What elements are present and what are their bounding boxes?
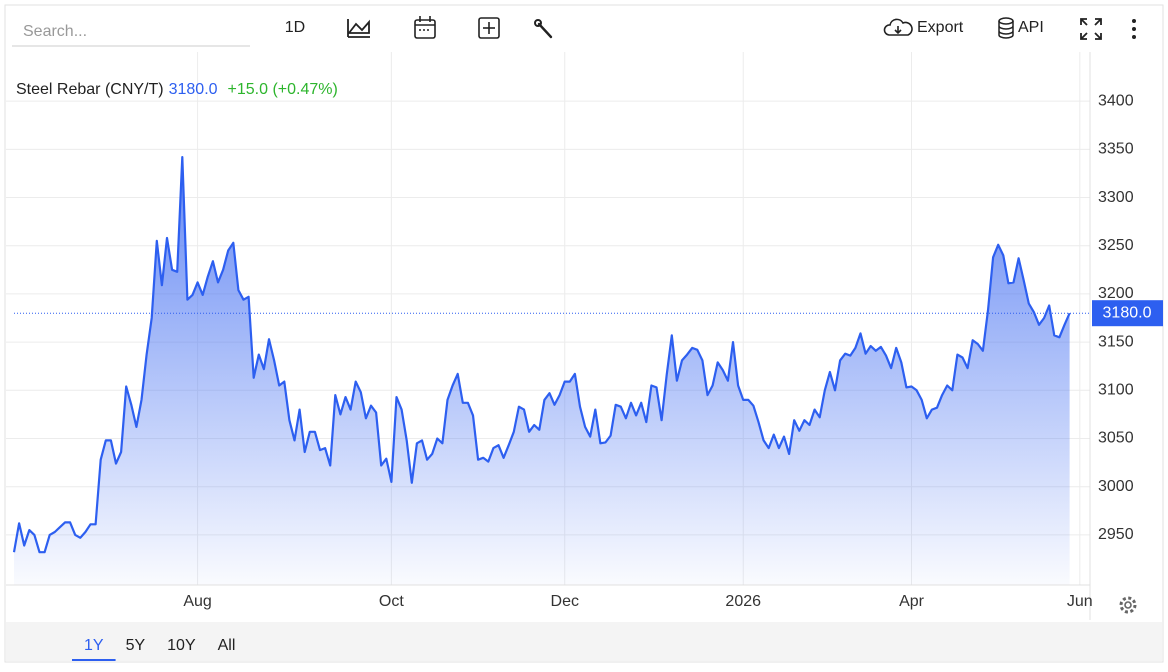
last-price-tag [1092,300,1163,327]
last-value: 3180.0 [169,81,218,98]
y-tick-label: 3150 [1098,333,1134,350]
area-fill [14,157,1070,585]
chart-type-icon[interactable] [347,19,370,38]
range-buttons: 1Y 5Y 10Y All [72,637,235,661]
settings-icon[interactable] [1119,596,1137,614]
plot-area [12,156,1071,585]
fullscreen-icon[interactable] [1080,18,1102,40]
y-tick-label: 3000 [1098,478,1134,495]
legend-header: Steel Rebar (CNY/T) [16,81,164,98]
y-tick-label: 3050 [1098,430,1134,447]
range-button[interactable]: 10Y [167,637,196,654]
api-label: API [1018,19,1044,36]
tools-icon[interactable] [534,19,553,39]
last-price-tag-label: 3180.0 [1103,304,1152,321]
x-tick-label: 2026 [725,593,761,610]
range-button[interactable]: All [218,637,236,654]
calendar-icon[interactable] [414,16,436,39]
export-button[interactable]: Export [883,18,964,36]
axis-labels: 2950 3000 3050 3100 3150 3200 3250 3300 3350 3400… [183,92,1133,610]
y-tick-label: 3100 [1098,382,1134,399]
active-underline [72,659,116,661]
y-tick-label: 2950 [1098,526,1134,543]
x-tick-label: Apr [899,593,925,610]
change: +15.0 (+0.47%) [228,81,338,98]
y-tick-label: 3300 [1098,189,1134,206]
search-box[interactable]: Search... [12,16,250,47]
y-tick-label: 3200 [1098,285,1134,302]
instrument-name: Steel Rebar (CNY/T) [16,81,164,98]
x-tick-label: Oct [379,593,404,610]
menu-icon[interactable] [1132,19,1136,39]
search-placeholder: Search... [23,23,87,40]
export-label: Export [917,19,964,36]
range-button[interactable]: 5Y [126,637,146,654]
price-line [12,156,1071,554]
range-button[interactable]: 1Y [84,637,104,654]
x-tick-label: Jun [1067,593,1093,610]
x-tick-label: Aug [183,593,211,610]
y-tick-label: 3350 [1098,141,1134,158]
range-bar [6,622,1162,661]
y-tick-label: 3250 [1098,237,1134,254]
add-indicator-icon[interactable] [478,17,500,39]
interval-button[interactable]: 1D [285,19,305,36]
y-tick-label: 3400 [1098,92,1134,109]
api-button[interactable]: API [998,17,1044,39]
x-tick-label: Dec [551,593,579,610]
